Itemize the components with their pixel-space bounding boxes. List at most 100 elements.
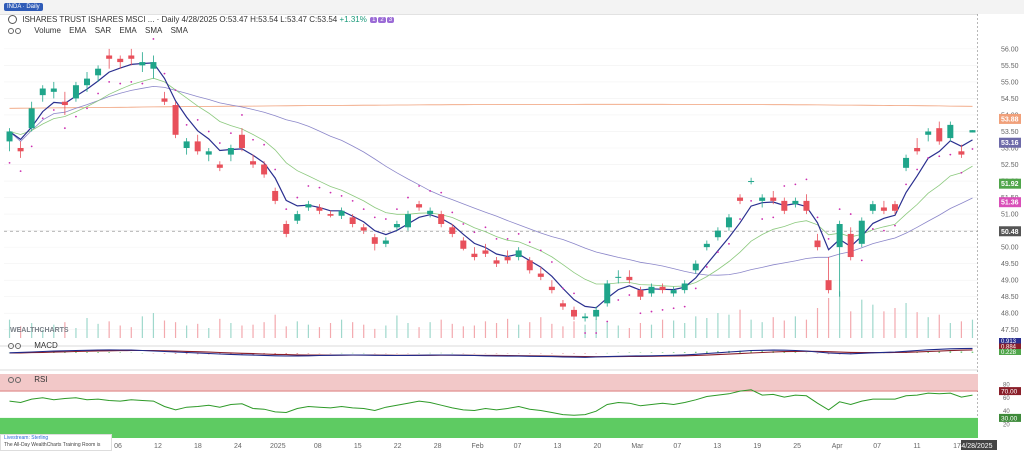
candle-body — [947, 124, 954, 139]
macd-histogram-bar — [119, 352, 122, 353]
macd-histogram-bar — [794, 352, 797, 353]
macd-histogram-bar — [230, 353, 232, 355]
volume-bar — [197, 323, 199, 338]
sar-dot — [694, 287, 697, 290]
candle-body — [759, 197, 766, 201]
candle-body — [891, 204, 898, 211]
macd-histogram-bar — [285, 353, 288, 355]
sar-dot — [794, 183, 797, 186]
volume-bar — [163, 320, 166, 338]
study-sma-1[interactable]: SMA — [145, 26, 163, 35]
chart-change: +1.31% — [339, 15, 367, 24]
candle-body — [95, 68, 102, 76]
sar-dot — [750, 199, 753, 202]
sar-dot — [384, 218, 387, 220]
macd-histogram-bar — [163, 353, 166, 354]
candle-body — [416, 204, 423, 208]
candle-body — [670, 290, 677, 294]
macd-histogram-bar — [783, 351, 786, 353]
pill-3[interactable]: 3 — [386, 16, 395, 23]
date-tick: 19 — [753, 443, 761, 450]
sar-dot — [296, 196, 299, 199]
rsi-toggle-icons[interactable] — [8, 376, 26, 384]
study-sma-2[interactable]: SMA — [170, 26, 188, 35]
window-chip[interactable]: INDA · Daily — [4, 3, 43, 11]
sma-long-line — [9, 103, 973, 109]
pill-2[interactable]: 2 — [378, 16, 386, 23]
candle-body — [17, 148, 24, 152]
study-toggle-icons[interactable] — [8, 27, 26, 35]
macd-histogram-bar — [174, 353, 177, 354]
volume-bar — [274, 314, 276, 338]
chart-ohlc: O:53.47 H:53.54 L:53.47 C:53.54 — [219, 15, 338, 24]
macd-axis-box — [999, 338, 1021, 344]
macd-histogram-bar — [584, 353, 586, 354]
volume-bar — [916, 312, 918, 338]
volume-bar — [772, 317, 774, 338]
candle-body — [427, 210, 434, 215]
rsi-label-row: RSI — [8, 375, 48, 384]
macd-histogram-bar — [307, 353, 310, 354]
macd-histogram-bar — [816, 353, 819, 354]
toggle-icon[interactable] — [8, 15, 17, 25]
price-tick: 52.50 — [1001, 162, 1019, 169]
ema-fast-line — [9, 62, 973, 309]
candle-body — [482, 250, 489, 254]
rsi-label[interactable]: RSI — [34, 375, 48, 384]
volume-bar — [650, 324, 653, 338]
study-volume[interactable]: Volume — [34, 26, 61, 35]
rsi-tick: 80 — [1003, 382, 1010, 388]
candle-body — [969, 130, 976, 133]
livestream-title[interactable]: Livestream: Sterling — [4, 435, 49, 441]
sar-dot — [152, 38, 155, 40]
macd-histogram-bar — [551, 353, 553, 354]
volume-bar — [363, 324, 365, 338]
sar-dot — [196, 119, 199, 121]
price-label-box — [999, 113, 1021, 124]
volume-bar — [241, 325, 243, 338]
volume-bar — [905, 303, 907, 338]
macd-histogram-bar — [672, 352, 675, 353]
rsi-oversold-band — [0, 417, 978, 438]
candle-body — [958, 151, 965, 155]
sar-dot — [938, 155, 941, 158]
date-tick: 22 — [394, 443, 402, 450]
candle-body — [903, 157, 910, 168]
livestream-card[interactable]: Livestream: Sterling The All-Day WealthC… — [0, 434, 112, 451]
price-tick: 48.50 — [1001, 294, 1019, 301]
candle-body — [703, 243, 710, 248]
candle-body — [936, 128, 943, 142]
candle-body — [626, 276, 633, 281]
candle-body — [6, 131, 13, 142]
study-sar[interactable]: SAR — [94, 26, 112, 35]
volume-bar — [495, 323, 498, 338]
volume-bar — [385, 325, 387, 338]
volume-bar — [529, 322, 531, 338]
study-ema-2[interactable]: EMA — [119, 26, 137, 35]
volume-bar — [484, 321, 487, 338]
candle-body — [272, 190, 279, 201]
volume-bar — [827, 298, 830, 338]
volume-bar — [462, 326, 464, 338]
pill-1[interactable]: 1 — [370, 16, 378, 23]
volume-bar — [318, 327, 321, 338]
volume-bar — [927, 317, 929, 338]
sar-dot — [418, 185, 420, 187]
sar-dot — [628, 294, 631, 296]
volume-bar — [42, 329, 44, 338]
macd-toggle-icons[interactable] — [8, 342, 26, 350]
sar-dot — [960, 171, 963, 174]
rsi-line — [9, 389, 973, 416]
study-ema-1[interactable]: EMA — [69, 26, 87, 35]
sar-dot — [539, 249, 542, 252]
macd-label[interactable]: MACD — [34, 341, 58, 350]
price-label-text: 51.36 — [1001, 200, 1019, 207]
volume-bar — [839, 291, 841, 338]
candle-body — [825, 280, 832, 291]
volume-bar — [418, 327, 420, 338]
candle-body — [360, 227, 367, 231]
volume-bar — [340, 319, 343, 338]
volume-bar — [374, 328, 376, 338]
macd-axis-text: 0.884 — [1001, 345, 1017, 351]
